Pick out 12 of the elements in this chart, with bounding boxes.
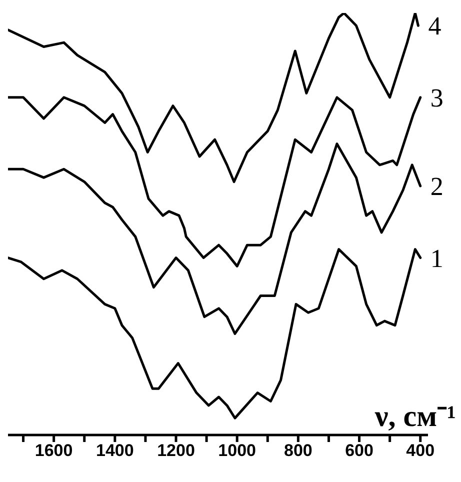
x-tick-label: 600 [345,441,374,460]
x-tick-label: 1600 [34,441,73,460]
series-label: 3 [430,83,444,112]
x-tick-label: 800 [284,441,312,460]
x-tick-label: 400 [406,441,435,460]
series-label: 1 [430,244,444,273]
x-tick-label: 1400 [96,441,134,460]
x-axis-title: ν, см⁻¹ [374,399,456,435]
series-label: 2 [430,172,444,202]
x-tick-label: 1000 [218,441,256,460]
series-label: 4 [428,12,442,41]
x-tick-label: 1200 [157,441,195,460]
